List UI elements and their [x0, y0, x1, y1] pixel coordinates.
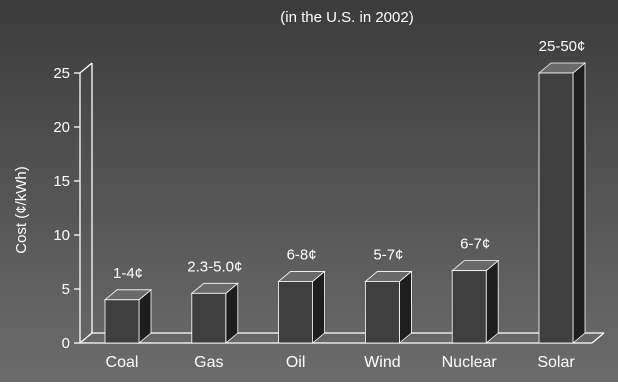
- y-tick-label: 0: [62, 335, 70, 352]
- floor-left-edge: [79, 332, 93, 344]
- bar-front-face: [538, 72, 574, 344]
- chart-title: (in the U.S. in 2002): [280, 9, 413, 26]
- y-tick-label: 15: [53, 173, 70, 190]
- bar-front-face: [104, 299, 140, 344]
- y-axis-label: Cost (¢/kWh): [13, 166, 30, 254]
- labels: Coal 1-4¢ Gas 2.3-5.0¢ Oil 6-8¢ Wind 5-7¢ Nuclea…: [106, 38, 586, 371]
- bar: [277, 270, 326, 344]
- wall-top-edge: [79, 62, 93, 74]
- x-tick-label: Nuclear: [442, 354, 498, 371]
- bar: [537, 62, 587, 344]
- y-tick-label: 25: [53, 65, 70, 82]
- bar-side-face: [572, 62, 586, 344]
- bar: [451, 259, 500, 344]
- bars: [103, 62, 587, 344]
- y-tick-label: 5: [62, 281, 70, 298]
- data-label: 5-7¢: [373, 246, 403, 263]
- x-tick-label: Gas: [194, 354, 223, 371]
- x-tick-label: Coal: [106, 354, 139, 371]
- y-tick-label: 10: [53, 227, 70, 244]
- data-label: 6-7¢: [460, 236, 490, 253]
- bar-front-face: [278, 281, 314, 344]
- y-tick-label: 20: [53, 119, 70, 136]
- bar: [190, 282, 239, 344]
- bar-side-face: [485, 259, 499, 344]
- data-label: 1-4¢: [113, 265, 143, 282]
- data-label: 25-50¢: [539, 38, 586, 55]
- x-tick-label: Wind: [364, 354, 400, 371]
- bar-side-face: [398, 270, 412, 344]
- bar: [364, 270, 413, 344]
- axes: 0 5 10 15 20 25: [53, 62, 605, 352]
- bar-front-face: [191, 292, 227, 344]
- bar-front-face: [451, 270, 487, 344]
- floor-right-edge: [591, 332, 605, 344]
- data-label: 6-8¢: [287, 246, 317, 263]
- bar-front-face: [364, 281, 400, 344]
- bar-side-face: [312, 270, 326, 344]
- data-label: 2.3-5.0¢: [187, 258, 242, 275]
- x-tick-label: Oil: [286, 354, 306, 371]
- bar: [103, 288, 153, 344]
- x-tick-label: Solar: [537, 354, 575, 371]
